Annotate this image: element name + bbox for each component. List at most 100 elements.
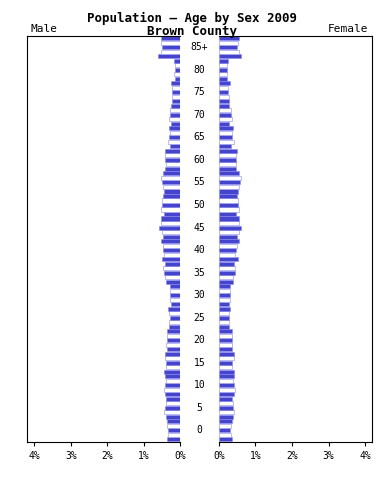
Bar [165,154,180,157]
Bar [219,54,241,58]
Text: 35: 35 [194,268,205,277]
Bar [170,113,180,117]
Bar [169,320,180,324]
Bar [163,171,180,176]
Bar [162,198,180,203]
Text: 40: 40 [194,245,205,255]
Bar [161,221,180,225]
Bar [168,428,180,432]
Bar [219,406,233,410]
Bar [170,316,180,320]
Bar [158,54,180,58]
Bar [164,388,180,392]
Bar [219,352,233,356]
Bar [219,252,235,257]
Bar [174,59,180,63]
Bar [166,360,180,365]
Bar [162,203,180,207]
Bar [162,235,180,239]
Bar [219,104,229,108]
Bar [165,352,180,356]
Text: 15: 15 [194,358,205,368]
Bar [219,198,238,203]
Bar [219,415,233,419]
Bar [219,59,228,63]
Bar [219,243,237,248]
Bar [219,239,239,243]
Bar [166,365,180,369]
Text: 60: 60 [194,155,205,165]
Bar [219,122,230,126]
Bar [219,275,233,279]
Bar [161,41,180,45]
Bar [219,99,229,103]
Bar [219,397,232,401]
Bar [219,324,229,329]
Text: 50: 50 [194,200,205,210]
Text: 25: 25 [194,312,205,323]
Bar [165,383,180,387]
Bar [167,424,180,428]
Bar [219,180,240,184]
Bar [175,68,180,72]
Bar [219,420,232,423]
Bar [166,397,180,401]
Bar [219,149,237,153]
Bar [219,212,236,216]
Bar [174,72,180,76]
Bar [164,410,180,414]
Text: Population — Age by Sex 2009: Population — Age by Sex 2009 [87,12,297,25]
Text: 20: 20 [194,335,205,345]
Bar [170,284,180,288]
Text: 10: 10 [194,380,205,390]
Bar [171,104,180,108]
Bar [166,162,180,167]
Bar [166,158,180,162]
Bar [219,401,233,405]
Bar [219,410,234,414]
Bar [219,226,241,229]
Bar [166,415,180,419]
Bar [170,144,180,148]
Bar [219,167,237,171]
Bar [165,392,180,396]
Text: 55: 55 [194,178,205,188]
Bar [171,81,180,85]
Bar [162,45,180,49]
Bar [165,406,180,410]
Bar [165,356,180,360]
Bar [162,257,180,261]
Bar [219,298,230,301]
Bar [219,334,232,338]
Bar [219,194,237,198]
Bar [219,90,228,95]
Bar [219,86,228,90]
Bar [161,216,180,220]
Bar [169,117,180,121]
Bar [172,99,180,103]
Bar [219,190,238,193]
Bar [166,275,180,279]
Bar [168,433,180,437]
Bar [219,45,237,49]
Bar [219,50,239,54]
Bar [164,212,180,216]
Bar [219,77,227,81]
Bar [219,374,234,378]
Bar [175,77,180,81]
Bar [170,131,180,135]
Text: Female: Female [328,24,369,34]
Bar [166,401,180,405]
Bar [219,338,232,342]
Text: 5: 5 [197,403,203,413]
Bar [219,433,231,437]
Bar [165,374,180,378]
Text: 30: 30 [194,290,205,300]
Bar [219,428,230,432]
Bar [219,437,232,442]
Bar [175,63,180,67]
Bar [169,126,180,131]
Bar [219,347,232,351]
Bar [169,324,180,329]
Bar [161,207,180,212]
